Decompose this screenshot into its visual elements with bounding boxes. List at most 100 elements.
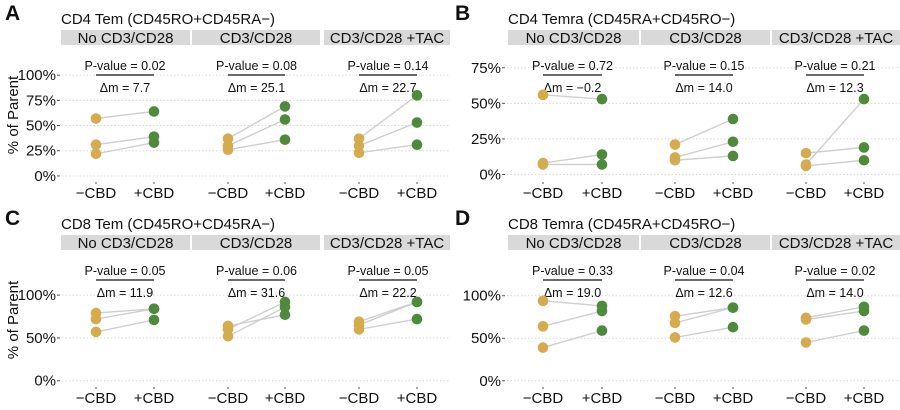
facet-1: CD3/CD28 P-value = 0.06 Δm = 31.6 −CBD +CBD — [192, 235, 320, 407]
facet-2: CD3/CD28 +TAC P-value = 0.05 Δm = 22.2 −CBD… — [324, 235, 450, 407]
point-minus-cbd — [669, 332, 681, 343]
panel-letter: D — [455, 207, 470, 230]
point-plus-cbd — [411, 117, 423, 128]
facet-strip-label: CD3/CD28 +TAC — [330, 235, 445, 252]
pair-line — [95, 110, 155, 120]
point-plus-cbd — [727, 321, 739, 333]
point-plus-cbd — [727, 113, 739, 125]
x-tick-label: −CBD — [76, 390, 117, 407]
p-value-label: P-value = 0.05 — [85, 264, 166, 278]
point-plus-cbd — [411, 139, 423, 151]
facet-1: CD3/CD28 P-value = 0.15 Δm = 14.0 −CBD +CBD — [641, 30, 770, 202]
point-minus-cbd — [537, 342, 549, 353]
pair-line — [227, 306, 286, 337]
delta-m-label: Δm = 12.3 — [806, 81, 863, 95]
point-plus-cbd — [279, 134, 291, 145]
panel-letter: A — [5, 2, 20, 25]
p-value-label: P-value = 0.08 — [216, 59, 297, 73]
x-tick-label: +CBD — [713, 390, 754, 407]
x-tick-label: −CBD — [339, 185, 380, 202]
point-minus-cbd — [537, 295, 549, 307]
pair-line — [674, 326, 734, 339]
y-tick-label: 100% — [463, 288, 501, 305]
p-value-label: P-value = 0.14 — [348, 59, 429, 73]
y-tick-label: 0% — [34, 168, 56, 185]
delta-m-label: Δm = 7.7 — [100, 81, 150, 95]
p-value-label: P-value = 0.33 — [532, 264, 613, 278]
facet-strip-label: CD3/CD28 +TAC — [330, 30, 445, 47]
facet-strip — [772, 235, 900, 250]
delta-m-label: Δm = 19.0 — [544, 286, 601, 300]
panel-a: A CD4 Tem (CD45RO+CD45RA−) % of Parent 0% 25… — [5, 2, 450, 202]
y-tick-label: 0% — [34, 373, 56, 390]
facet-strip — [192, 30, 320, 45]
y-tick-label: 25% — [26, 143, 56, 160]
facet-strip — [324, 235, 450, 250]
x-tick-label: +CBD — [844, 390, 885, 407]
pair-line — [805, 98, 865, 165]
panel-title: CD4 Tem (CD45RO+CD45RA−) — [61, 11, 275, 28]
x-tick-label: −CBD — [523, 390, 564, 407]
y-tick-label: 75% — [26, 92, 56, 109]
point-plus-cbd — [858, 93, 870, 105]
pair-line — [805, 306, 865, 319]
x-tick-label: +CBD — [582, 390, 623, 407]
delta-m-label: Δm = −0.2 — [544, 81, 602, 95]
p-value-label: P-value = 0.72 — [532, 59, 613, 73]
y-tick-label: 75% — [471, 60, 501, 77]
point-plus-cbd — [858, 325, 870, 336]
pair-line — [674, 306, 734, 317]
facet-0: No CD3/CD28 P-value = 0.02 Δm = 7.7 −CBD +CB… — [61, 30, 190, 202]
pair-line — [227, 301, 286, 330]
pair-line — [227, 105, 286, 140]
y-tick-label: 0% — [479, 373, 501, 390]
x-tick-label: −CBD — [208, 390, 249, 407]
delta-m-label: Δm = 25.1 — [228, 81, 285, 95]
point-plus-cbd — [411, 313, 423, 325]
x-tick-label: +CBD — [265, 185, 306, 202]
y-tick-label: 0% — [479, 166, 501, 183]
point-plus-cbd — [148, 106, 160, 117]
y-tick-label: 50% — [26, 330, 56, 347]
pair-line — [358, 144, 418, 154]
point-minus-cbd — [669, 139, 681, 150]
point-plus-cbd — [411, 90, 423, 101]
pair-line — [805, 159, 865, 167]
point-minus-cbd — [537, 159, 549, 170]
point-minus-cbd — [90, 313, 102, 325]
delta-m-label: Δm = 14.0 — [806, 286, 863, 300]
y-tick-label: 50% — [26, 118, 56, 135]
p-value-label: P-value = 0.05 — [348, 264, 429, 278]
panel-letter: B — [455, 2, 470, 25]
pair-line — [358, 121, 418, 147]
facet-strip-label: No CD3/CD28 — [526, 235, 622, 252]
pair-line — [95, 135, 155, 146]
facet-1: CD3/CD28 P-value = 0.08 Δm = 25.1 −CBD +CBD — [192, 30, 320, 202]
point-minus-cbd — [669, 154, 681, 166]
point-minus-cbd — [800, 314, 812, 325]
point-plus-cbd — [411, 296, 423, 308]
y-tick-label: 25% — [471, 131, 501, 148]
facet-0: No CD3/CD28 P-value = 0.33 Δm = 19.0 −CBD +C… — [508, 235, 639, 407]
p-value-label: P-value = 0.06 — [216, 264, 297, 278]
point-minus-cbd — [669, 317, 681, 329]
point-plus-cbd — [596, 149, 608, 160]
panel-letter: C — [5, 207, 20, 230]
x-tick-label: +CBD — [713, 185, 754, 202]
pair-line — [805, 310, 865, 321]
delta-m-label: Δm = 22.7 — [359, 81, 416, 95]
point-minus-cbd — [90, 326, 102, 338]
point-minus-cbd — [800, 337, 812, 348]
delta-m-label: Δm = 11.9 — [97, 286, 153, 300]
pair-line — [358, 94, 418, 140]
point-plus-cbd — [727, 302, 739, 313]
x-tick-label: −CBD — [655, 185, 696, 202]
facet-strip — [192, 235, 320, 250]
facet-strip — [61, 30, 190, 45]
x-tick-label: −CBD — [655, 390, 696, 407]
pair-line — [674, 141, 734, 159]
point-minus-cbd — [800, 147, 812, 159]
point-plus-cbd — [148, 303, 160, 315]
facet-strip — [324, 30, 450, 45]
pair-line — [95, 319, 155, 333]
